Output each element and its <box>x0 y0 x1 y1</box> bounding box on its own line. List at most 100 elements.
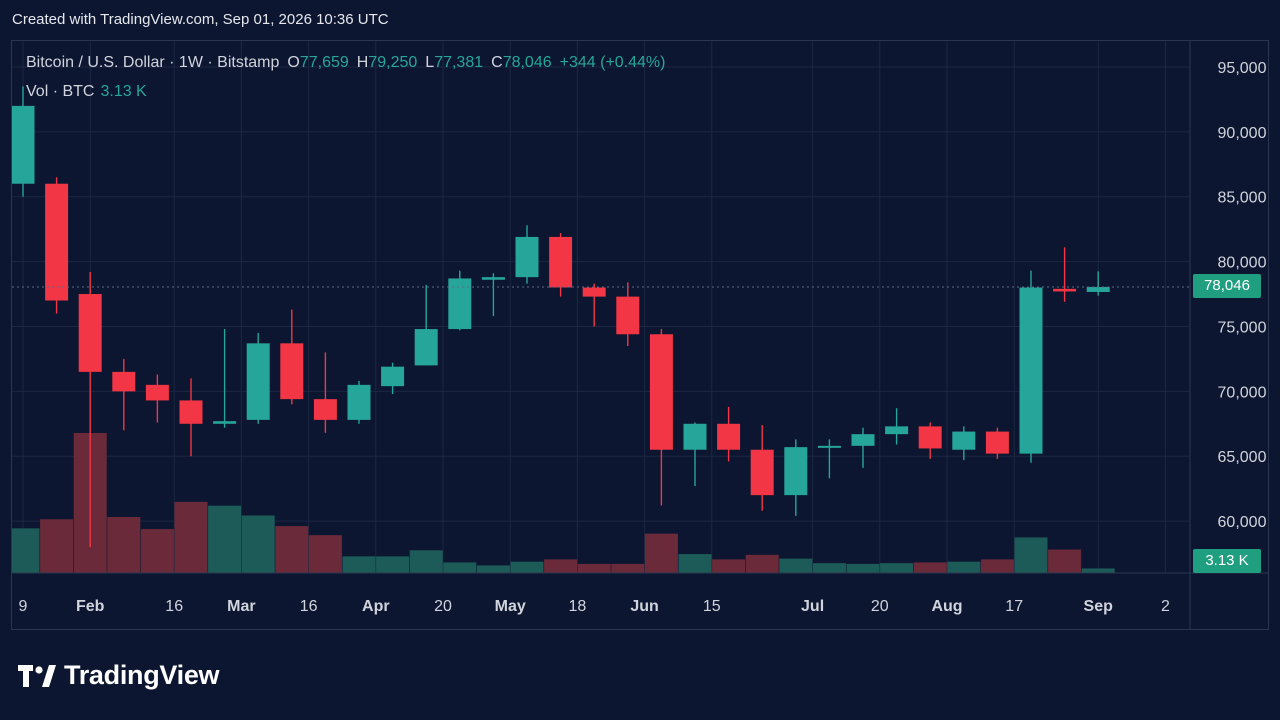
open-value: 77,659 <box>299 54 349 71</box>
candle[interactable] <box>952 426 976 461</box>
symbol-title[interactable]: Bitcoin / U.S. Dollar · 1W · Bitstamp <box>26 54 280 71</box>
volume-bar <box>644 533 678 573</box>
candle[interactable] <box>817 439 841 479</box>
candle[interactable] <box>280 309 304 405</box>
tradingview-logo[interactable]: TradingView <box>18 660 220 691</box>
y-tick-label: 95,000 <box>1218 60 1267 77</box>
candle[interactable] <box>616 282 640 346</box>
candle[interactable] <box>717 406 741 462</box>
candle[interactable] <box>549 233 573 297</box>
x-tick-label: Apr <box>362 598 390 615</box>
candle[interactable] <box>1086 271 1110 296</box>
candle-body <box>1053 288 1077 292</box>
x-tick-label: 18 <box>569 598 587 615</box>
candle[interactable] <box>347 380 371 424</box>
x-tick-label: Aug <box>931 598 962 615</box>
volume-bar <box>409 550 443 573</box>
volume-bar <box>812 563 846 573</box>
candle-body <box>515 236 539 278</box>
candle-body <box>213 421 237 424</box>
candle-body <box>112 371 136 392</box>
candle-body <box>885 426 909 435</box>
candle-body <box>985 431 1009 454</box>
last-price-badge: 78,046 <box>1193 274 1261 298</box>
candle[interactable] <box>918 422 942 459</box>
candle-body <box>78 294 102 372</box>
x-tick-label: 16 <box>300 598 318 615</box>
candle-body <box>481 277 505 280</box>
volume-bar <box>140 529 174 573</box>
volume-bar <box>1048 549 1082 573</box>
candle[interactable] <box>1019 270 1043 463</box>
candle[interactable] <box>313 352 337 433</box>
volume-bar <box>40 519 74 573</box>
candle-body <box>582 287 606 297</box>
grid <box>12 41 1190 573</box>
candle-body <box>280 343 304 400</box>
candle[interactable] <box>213 329 237 428</box>
candle[interactable] <box>246 332 270 424</box>
candle[interactable] <box>414 284 438 366</box>
candle[interactable] <box>145 374 169 423</box>
candle[interactable] <box>683 422 707 487</box>
volume-bar <box>846 563 880 573</box>
volume-bar <box>544 559 578 573</box>
candle[interactable] <box>112 358 136 431</box>
x-tick-label: Feb <box>76 598 105 615</box>
candle[interactable] <box>582 283 606 327</box>
volume-bar <box>510 561 544 573</box>
x-tick-label: 2 <box>1161 598 1170 615</box>
volume-bar <box>712 559 746 573</box>
candle-body <box>1019 287 1043 454</box>
chart-frame[interactable]: 60,000 65,000 70,000 75,000 80,000 85,000 90,0… <box>11 40 1269 630</box>
candle-body <box>179 400 203 424</box>
candle[interactable] <box>381 362 405 394</box>
candle[interactable] <box>179 378 203 457</box>
y-tick-label: 80,000 <box>1218 255 1267 272</box>
candle[interactable] <box>515 225 539 284</box>
volume-bar <box>12 528 40 573</box>
candle[interactable] <box>448 270 472 331</box>
candle-body <box>448 278 472 330</box>
candle-body <box>851 434 875 446</box>
volume-bar <box>577 563 611 573</box>
x-tick-label: 20 <box>434 598 452 615</box>
x-tick-label: 17 <box>1005 598 1023 615</box>
candle-body <box>145 384 169 401</box>
candle-body <box>381 366 405 387</box>
volume-label[interactable]: Vol · BTC <box>26 83 95 100</box>
candle[interactable] <box>78 271 102 548</box>
candle-body <box>918 426 942 449</box>
change-value: +344 (+0.44%) <box>559 54 666 71</box>
volume-bar <box>678 554 712 573</box>
last-volume-badge: 3.13 K <box>1193 549 1261 573</box>
candle-body <box>750 449 774 496</box>
tradingview-logo-icon <box>18 664 56 687</box>
x-tick-label: Jun <box>630 598 658 615</box>
volume-bar <box>880 563 914 573</box>
candle[interactable] <box>885 408 909 445</box>
candle[interactable] <box>481 273 505 317</box>
volume-bar <box>208 505 242 573</box>
candle-body <box>784 447 808 496</box>
candle[interactable] <box>851 427 875 468</box>
x-tick-label: Jul <box>801 598 824 615</box>
candle-body <box>347 384 371 420</box>
candle[interactable] <box>784 439 808 516</box>
volume-bar <box>275 526 309 573</box>
candle[interactable] <box>1053 247 1077 302</box>
candle[interactable] <box>649 329 673 506</box>
x-tick-label: 20 <box>871 598 889 615</box>
candle[interactable] <box>750 425 774 511</box>
candle[interactable] <box>985 427 1009 459</box>
candle-body <box>952 431 976 450</box>
candle-body <box>45 183 69 301</box>
candle[interactable] <box>45 177 69 314</box>
volume-bar <box>980 559 1014 573</box>
candle[interactable] <box>12 86 35 197</box>
chart-canvas[interactable]: 60,000 65,000 70,000 75,000 80,000 85,000 90,0… <box>12 41 1268 629</box>
low-value: 77,381 <box>434 54 484 71</box>
volume-bar <box>443 562 477 573</box>
volume-value: 3.13 K <box>100 83 147 100</box>
volume-bar <box>241 515 275 573</box>
